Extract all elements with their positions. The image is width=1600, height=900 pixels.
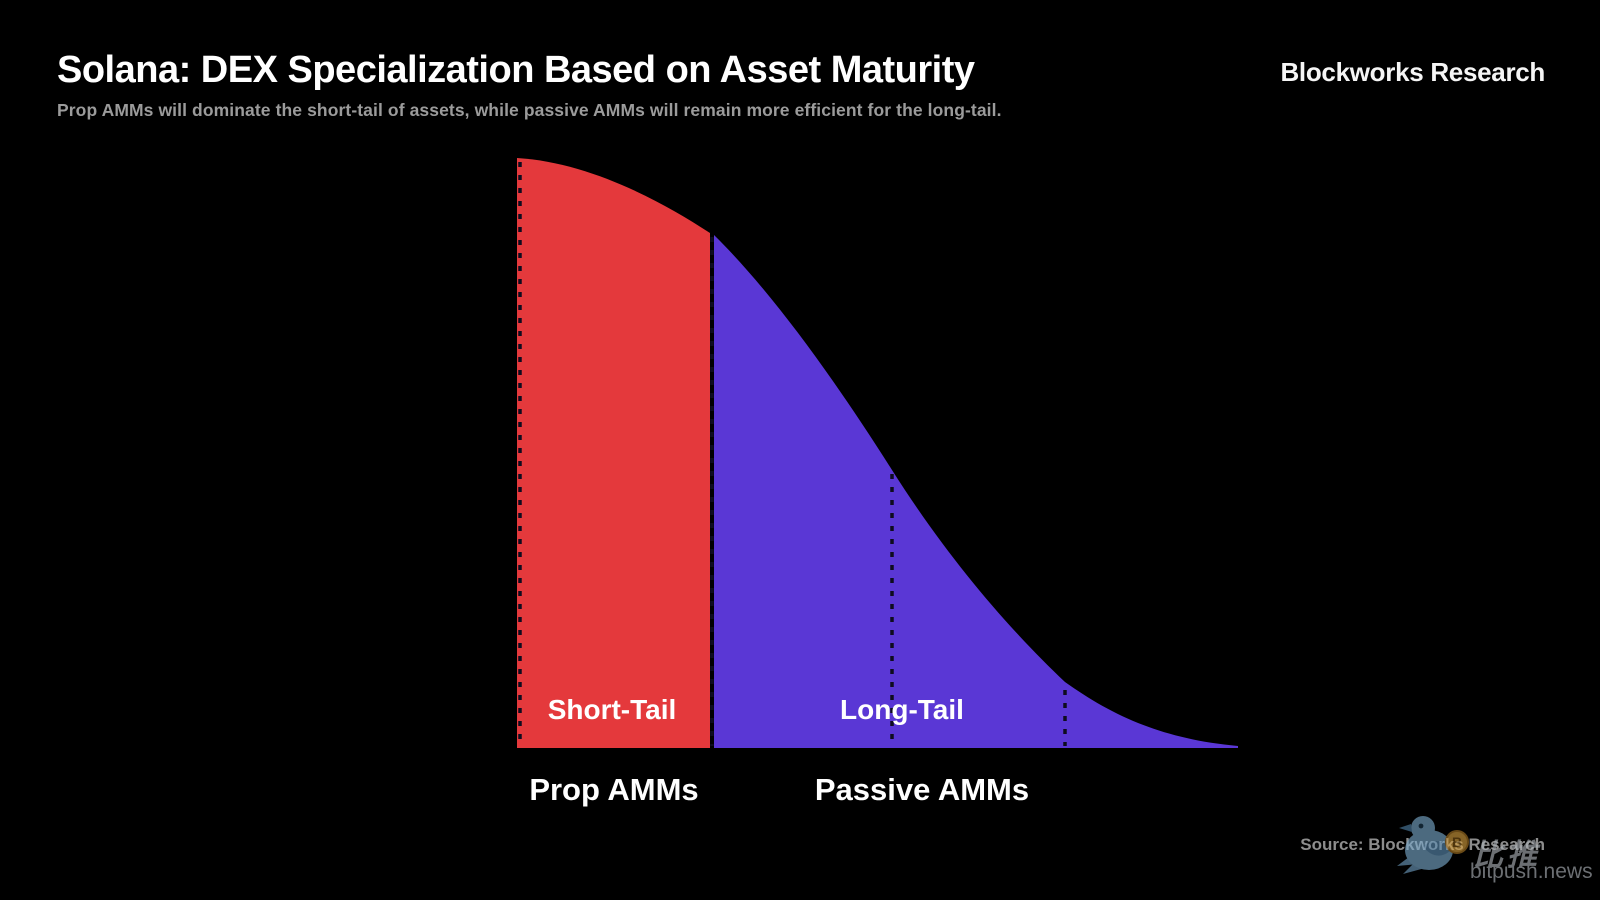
page-title: Solana: DEX Specialization Based on Asse… [57,49,975,91]
page-subtitle: Prop AMMs will dominate the short-tail o… [57,100,1002,120]
brand-logo-text: Blockworks Research [1280,57,1545,87]
short-tail-area [517,158,710,748]
bitpush-watermark: B 比推 bitpush.news [1385,808,1595,888]
long-tail-area [714,235,1238,748]
coin-letter: B [1452,834,1462,850]
bitpush-cjk-text: 比推 [1473,839,1541,872]
passive-amms-label: Passive AMMs [814,772,1030,807]
bitpush-domain-text: bitpush.news [1470,860,1593,883]
long-tail-label: Long-Tail [840,694,964,725]
prop-amms-label: Prop AMMs [529,772,699,807]
short-tail-label: Short-Tail [547,694,677,725]
bitpush-bird-icon: B [1397,816,1469,874]
